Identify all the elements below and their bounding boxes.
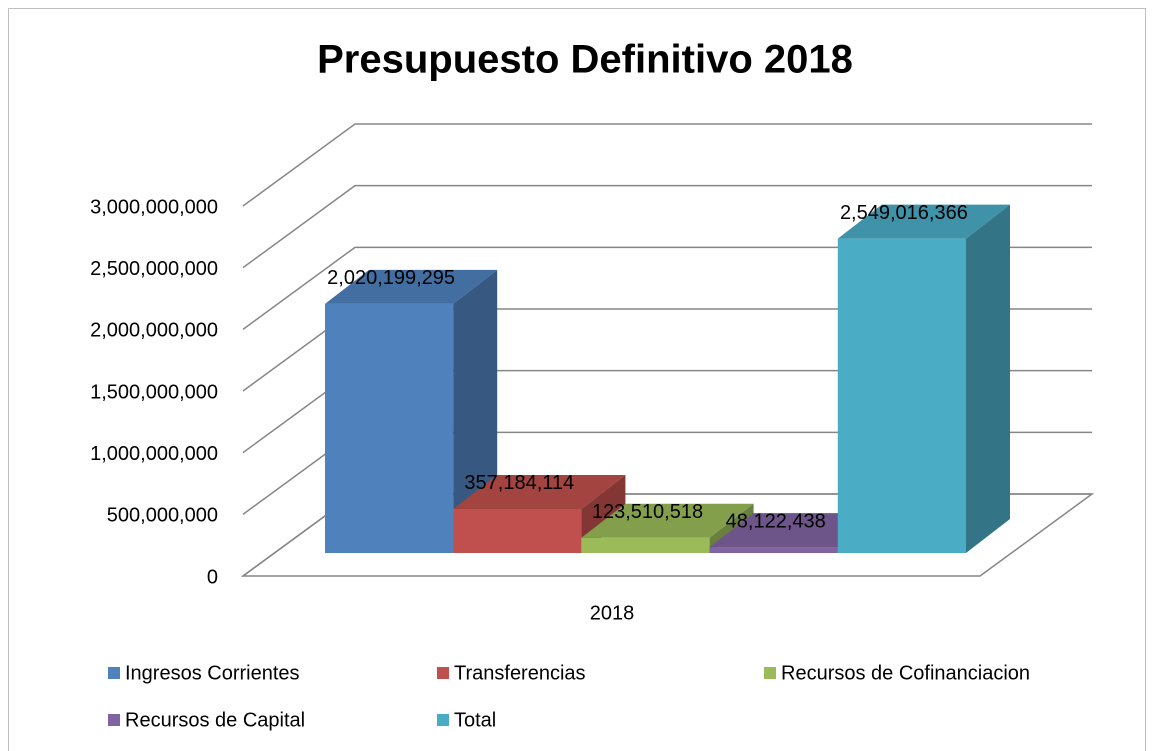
legend-label: Recursos de Cofinanciacion xyxy=(781,662,1030,684)
grid-line xyxy=(242,184,1092,269)
x-tick-label: 2018 xyxy=(590,602,635,624)
chart-title: Presupuesto Definitivo 2018 xyxy=(317,38,853,82)
data-label: 2,549,016,366 xyxy=(840,202,968,224)
bar-top xyxy=(581,503,754,538)
legend-label: Transferencias xyxy=(454,662,586,684)
data-label: 357,184,114 xyxy=(464,472,574,494)
data-label: 2,020,199,295 xyxy=(327,267,455,289)
bar-side xyxy=(453,269,498,553)
y-tick-label: 3,000,000,000 xyxy=(90,196,218,218)
legend-swatch xyxy=(108,667,120,679)
y-tick-label: 1,000,000,000 xyxy=(90,443,218,465)
bar-front xyxy=(709,547,838,553)
data-label: 123,510,518 xyxy=(592,501,703,523)
legend-swatch xyxy=(437,667,449,679)
legend-label: Total xyxy=(454,709,496,731)
bar-front xyxy=(837,238,966,553)
y-tick-label: 1,500,000,000 xyxy=(90,381,218,403)
legend-swatch xyxy=(437,714,449,726)
bar-side xyxy=(966,204,1010,553)
y-tick-label: 2,000,000,000 xyxy=(90,320,218,342)
y-tick-label: 500,000,000 xyxy=(107,505,218,527)
y-tick-label: 2,500,000,000 xyxy=(90,258,218,280)
bar-top xyxy=(325,269,498,304)
legend-label: Recursos de Capital xyxy=(125,709,305,731)
bar-top xyxy=(453,474,626,509)
bar-front xyxy=(453,508,582,553)
legend-swatch xyxy=(764,667,776,679)
bar-front xyxy=(325,303,454,553)
data-label: 48,122,438 xyxy=(726,510,826,532)
bar-front xyxy=(581,537,710,553)
legend-label: Ingresos Corrientes xyxy=(125,662,300,684)
bar-top xyxy=(837,204,1010,239)
y-tick-label: 0 xyxy=(207,566,218,588)
grid-line xyxy=(242,123,1092,207)
legend-swatch xyxy=(108,714,120,726)
